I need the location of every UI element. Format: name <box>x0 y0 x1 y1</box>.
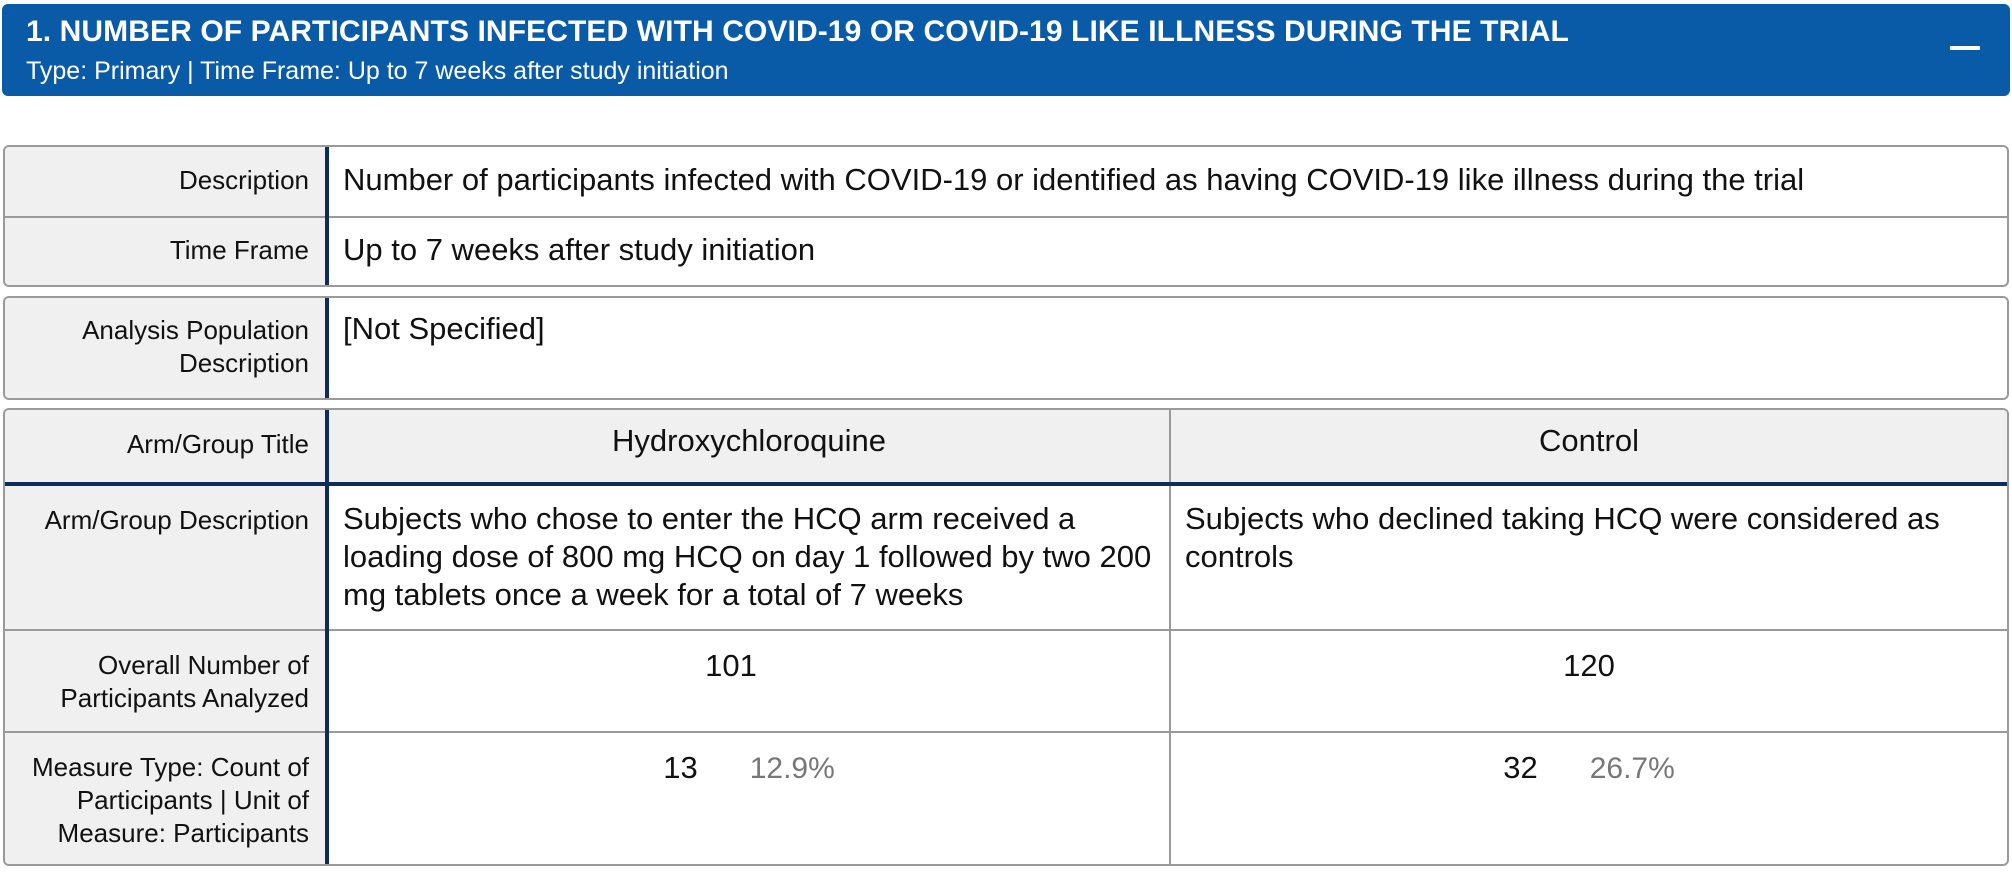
arm-group-description-label: Arm/Group Description <box>5 484 329 630</box>
description-block: Description Number of participants infec… <box>3 145 2009 287</box>
outcome-title: 1. NUMBER OF PARTICIPANTS INFECTED WITH … <box>26 15 1569 48</box>
analysis-population-value: [Not Specified] <box>343 311 545 346</box>
arm-group-title-label: Arm/Group Title <box>5 410 329 486</box>
arm-title-hydroxychloroquine: Hydroxychloroquine <box>327 410 1170 486</box>
percent-value: 26.7% <box>1589 752 1675 785</box>
measure-value-control: 32 26.7% <box>1169 731 2007 864</box>
count-value: 13 <box>663 750 698 785</box>
time-frame-label: Time Frame <box>5 216 329 285</box>
collapse-icon[interactable] <box>1950 46 1980 50</box>
analysis-population-block: Analysis Population Description [Not Spe… <box>3 296 2009 400</box>
measure-value-hydroxychloroquine: 13 12.9% <box>327 731 1170 864</box>
measure-type-label: Measure Type: Count of Participants | Un… <box>5 731 329 864</box>
arm-description-control: Subjects who declined taking HCQ were co… <box>1169 484 2007 630</box>
analysis-population-label: Analysis Population Description <box>5 298 329 398</box>
description-label: Description <box>5 147 329 217</box>
overall-count-hydroxychloroquine: 101 <box>327 629 1170 732</box>
outcome-measure-header[interactable]: 1. NUMBER OF PARTICIPANTS INFECTED WITH … <box>2 4 2010 96</box>
description-value: Number of participants infected with COV… <box>343 162 1805 197</box>
time-frame-value: Up to 7 weeks after study initiation <box>327 216 2007 285</box>
outcome-subtitle: Type: Primary | Time Frame: Up to 7 week… <box>26 57 729 85</box>
overall-count-control: 120 <box>1169 629 2007 732</box>
arm-description-hydroxychloroquine: Subjects who chose to enter the HCQ arm … <box>343 501 1152 612</box>
overall-participants-label: Overall Number of Participants Analyzed <box>5 629 329 732</box>
percent-value: 12.9% <box>749 752 835 785</box>
results-table: Arm/Group Title Hydroxychloroquine Contr… <box>3 408 2009 866</box>
arm-title-control: Control <box>1169 410 2007 486</box>
count-value: 32 <box>1503 750 1538 785</box>
